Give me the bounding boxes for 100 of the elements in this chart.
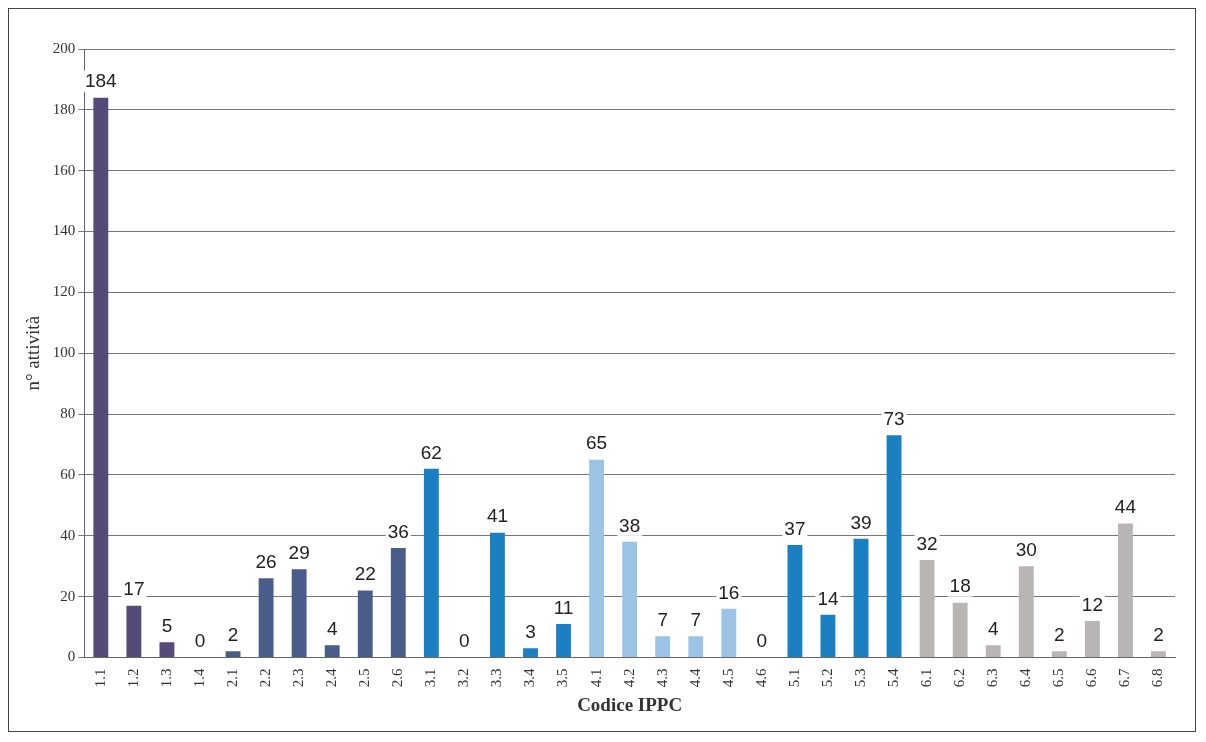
x-tick-label: 6.6 — [1083, 667, 1100, 688]
x-tick-label: 1.1 — [91, 668, 108, 688]
y-tick-label: 200 — [52, 39, 76, 56]
x-tick-label: 5.1 — [785, 668, 802, 688]
x-tick-label: 3.5 — [554, 668, 571, 688]
x-tick-label: 2.6 — [389, 667, 406, 688]
x-tick-label: 4.2 — [620, 668, 637, 688]
bar — [423, 468, 439, 657]
y-tick-label: 180 — [52, 100, 76, 117]
data-label: 44 — [1114, 496, 1137, 518]
bar — [853, 538, 869, 657]
data-label: 4 — [987, 618, 999, 640]
data-label: 4 — [326, 618, 338, 640]
x-tick-label: 4.3 — [653, 668, 670, 688]
x-tick-label: 2.3 — [290, 668, 307, 688]
data-label: 18 — [949, 575, 971, 597]
data-label: 184 — [84, 70, 118, 92]
bar — [225, 651, 241, 657]
bar — [820, 614, 836, 657]
bar — [159, 642, 175, 657]
x-tick-label: 5.2 — [818, 668, 835, 688]
bar — [886, 435, 902, 657]
bar — [490, 532, 505, 657]
y-tick-label: 20 — [60, 587, 76, 604]
bar — [721, 608, 737, 657]
bar — [985, 645, 1001, 657]
data-label: 5 — [161, 614, 173, 636]
x-tick-label: 2.5 — [356, 668, 373, 688]
data-label: 41 — [486, 505, 509, 527]
data-label: 62 — [420, 441, 442, 463]
bar — [93, 97, 109, 657]
x-tick-label: 5.4 — [885, 667, 901, 688]
bar — [655, 636, 671, 657]
bar — [523, 648, 538, 657]
bar — [589, 459, 605, 657]
data-label: 36 — [387, 520, 409, 542]
x-tick-label: 5.3 — [851, 668, 868, 688]
data-label: 0 — [756, 630, 768, 652]
y-axis-title: n° attività — [22, 315, 44, 391]
x-tick-label: 4.1 — [587, 668, 604, 688]
x-tick-label: 6.3 — [984, 668, 1001, 688]
x-tick-label: 6.4 — [1017, 667, 1034, 688]
data-label: 26 — [255, 551, 277, 573]
x-tick-label: 3.3 — [488, 668, 505, 688]
data-label: 37 — [784, 517, 806, 539]
x-axis-title: Codice IPPC — [577, 693, 683, 715]
x-tick-label: 6.1 — [918, 668, 935, 688]
x-tick-label: 2.4 — [323, 667, 340, 688]
bar — [1018, 566, 1034, 657]
data-label: 65 — [586, 432, 608, 454]
bar — [787, 544, 803, 657]
bar — [622, 541, 638, 657]
bar — [258, 578, 274, 657]
data-label: 73 — [883, 408, 905, 430]
x-tick-label: 1.3 — [157, 668, 174, 688]
bar — [1051, 651, 1067, 657]
data-label: 2 — [227, 624, 239, 646]
x-tick-label: 1.2 — [124, 668, 141, 688]
data-label: 7 — [690, 608, 702, 630]
bar — [1117, 523, 1133, 657]
data-label: 39 — [850, 511, 872, 533]
x-tick-label: 2.2 — [257, 668, 274, 688]
y-tick-label: 140 — [52, 222, 76, 239]
data-label: 29 — [288, 541, 310, 563]
data-label: 2 — [1054, 624, 1065, 646]
x-tick-label: 2.1 — [223, 668, 240, 688]
data-label: 0 — [459, 630, 470, 652]
x-tick-label: 6.8 — [1149, 668, 1166, 688]
data-label: 11 — [553, 596, 574, 618]
data-label: 30 — [1015, 538, 1037, 560]
data-label: 2 — [1153, 624, 1164, 646]
data-label: 16 — [718, 581, 740, 603]
x-tick-label: 4.5 — [719, 668, 736, 688]
x-tick-label: 4.6 — [752, 667, 769, 688]
y-tick-label: 120 — [52, 283, 76, 300]
bar — [952, 602, 968, 657]
data-label: 12 — [1081, 593, 1103, 615]
y-tick-label: 0 — [67, 648, 76, 665]
bar — [919, 560, 935, 657]
bar — [556, 623, 571, 657]
bar — [126, 605, 142, 657]
data-label: 32 — [916, 532, 938, 554]
x-tick-label: 3.4 — [521, 667, 538, 688]
x-tick-label: 3.1 — [422, 668, 439, 688]
y-tick-label: 60 — [60, 465, 76, 482]
y-tick-label: 80 — [60, 405, 76, 422]
bar — [390, 547, 406, 657]
data-label: 0 — [194, 630, 206, 652]
data-label: 17 — [123, 578, 145, 600]
x-tick-label: 6.2 — [951, 668, 968, 688]
bar — [357, 590, 373, 657]
data-label: 3 — [525, 621, 536, 643]
data-label: 14 — [817, 587, 839, 609]
bar — [688, 636, 704, 657]
x-tick-label: 1.4 — [190, 667, 207, 688]
bar — [324, 645, 340, 657]
x-tick-label: 4.4 — [686, 667, 703, 688]
y-tick-label: 40 — [60, 526, 76, 543]
y-tick-label: 100 — [52, 344, 76, 361]
bar — [1084, 620, 1100, 657]
